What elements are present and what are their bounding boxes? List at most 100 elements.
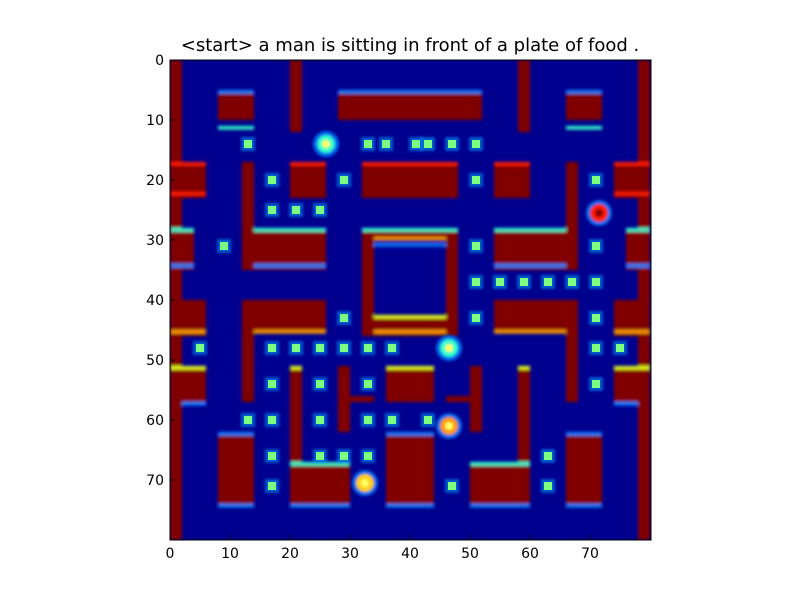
y-tick-label: 30 <box>146 233 164 249</box>
pellet <box>361 341 375 355</box>
pacman-sprite <box>313 131 339 157</box>
pellet <box>445 479 459 493</box>
pellet <box>469 173 483 187</box>
pellet <box>541 479 555 493</box>
pellet <box>613 341 627 355</box>
maze-wall-edge <box>290 504 350 508</box>
maze-wall-edge <box>614 330 650 334</box>
pellet <box>589 311 603 325</box>
maze-wall-edge <box>218 126 254 130</box>
maze-wall-edge <box>374 315 446 319</box>
maze-wall-block <box>386 432 434 504</box>
maze-wall-edge <box>218 432 254 436</box>
pellet <box>313 413 327 427</box>
pellet <box>193 341 207 355</box>
maze-wall-edge <box>386 366 434 370</box>
maze-wall-block <box>446 396 482 402</box>
pellet <box>589 173 603 187</box>
maze-wall-edge <box>338 90 482 94</box>
maze-wall-block <box>626 228 650 270</box>
pellet <box>409 137 423 151</box>
maze-wall-block <box>386 366 434 402</box>
y-tick-label: 0 <box>155 53 164 69</box>
pellet <box>361 413 375 427</box>
maze-wall-edge <box>362 228 458 232</box>
maze-wall-edge <box>494 228 566 232</box>
maze-wall-block <box>254 300 326 330</box>
ghost-orange-sprite <box>436 413 462 439</box>
pellet <box>241 413 255 427</box>
pellet <box>289 341 303 355</box>
pellet <box>337 311 351 325</box>
ghost-red-sprite <box>586 200 612 226</box>
y-tick-label: 40 <box>146 293 164 309</box>
maze-wall-block <box>254 228 326 270</box>
pellet <box>565 275 579 289</box>
y-axis: 0 10 20 30 40 50 60 70 <box>146 53 175 489</box>
pellet <box>469 275 483 289</box>
maze-wall-block <box>494 228 566 270</box>
maze-wall-block <box>446 228 458 336</box>
maze-wall-block <box>290 462 350 504</box>
maze-wall-edge <box>374 243 446 247</box>
maze-wall-edge <box>254 228 326 232</box>
pellet <box>313 203 327 217</box>
y-tick-label: 20 <box>146 173 164 189</box>
pellet <box>313 341 327 355</box>
ghost-yellow-sprite <box>352 470 378 496</box>
maze-wall-block <box>242 162 254 270</box>
maze-wall-edge <box>566 432 602 436</box>
maze-wall-edge <box>170 264 194 268</box>
maze-wall-edge <box>254 330 326 334</box>
maze-wall-block <box>338 90 482 120</box>
pellet <box>469 137 483 151</box>
x-tick-label: 0 <box>166 546 175 562</box>
maze-wall-block <box>290 366 302 462</box>
maze-wall-edge <box>386 504 434 508</box>
maze-wall-edge <box>290 162 326 166</box>
maze-wall-edge <box>566 126 602 130</box>
maze-wall-edge <box>614 402 638 406</box>
pellet <box>337 173 351 187</box>
pellet <box>265 449 279 463</box>
maze-wall-block <box>518 60 530 132</box>
pellet <box>589 341 603 355</box>
pellet <box>241 137 255 151</box>
maze-wall-edge <box>362 162 458 166</box>
maze-wall-block <box>290 162 326 198</box>
maze-wall-edge <box>182 402 206 406</box>
y-tick-label: 50 <box>146 353 164 369</box>
maze-wall-edge <box>626 264 650 268</box>
maze-wall-edge <box>614 192 650 196</box>
maze-wall-edge <box>170 330 206 334</box>
pellet <box>469 239 483 253</box>
pellet <box>265 173 279 187</box>
maze-wall-edge <box>566 504 602 508</box>
pellet <box>337 449 351 463</box>
maze-wall-edge <box>218 504 254 508</box>
maze-wall-block <box>170 228 194 270</box>
maze-wall-block <box>566 300 578 402</box>
maze-wall-block <box>362 162 458 198</box>
maze-wall-edge <box>626 228 650 232</box>
pellet <box>337 341 351 355</box>
pellet <box>265 203 279 217</box>
maze-wall-edge <box>494 330 566 334</box>
pellet <box>265 413 279 427</box>
pellet <box>313 377 327 391</box>
x-tick-label: 40 <box>401 546 419 562</box>
pellet <box>361 137 375 151</box>
pellet <box>517 275 531 289</box>
maze-wall-edge <box>494 264 566 268</box>
sprite-layer <box>313 131 612 496</box>
maze-wall-block <box>338 396 374 402</box>
maze-wall-block <box>218 90 254 120</box>
maze-wall-edge <box>494 162 530 166</box>
maze-wall-edge <box>614 366 650 370</box>
maze-wall-edge <box>470 504 530 508</box>
maze-wall-edge <box>170 228 194 232</box>
maze-wall-edge <box>170 192 206 196</box>
pellet <box>265 479 279 493</box>
maze-wall-edge <box>386 432 434 436</box>
